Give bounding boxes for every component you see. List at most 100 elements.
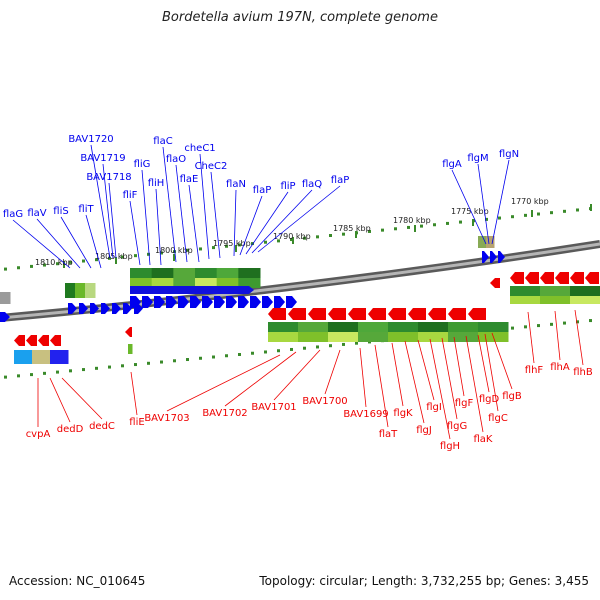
gene-label-reverse: flgD: [479, 394, 500, 405]
page-title: Bordetella avium 197N, complete genome: [162, 10, 438, 25]
gene-label-forward: flaG: [3, 209, 23, 220]
forward-gene-arrow: [226, 296, 237, 308]
reverse-gene-arrow: [368, 308, 386, 320]
scale-track-dot: [238, 352, 241, 356]
feature-block: [388, 322, 419, 332]
gene-label-reverse: flhA: [550, 362, 570, 373]
reverse-gene-arrow: [408, 308, 426, 320]
feature-block: [238, 268, 261, 278]
feature-block: [328, 322, 359, 332]
feature-block: [65, 283, 76, 298]
gene-label-forward: CheC2: [195, 161, 228, 172]
scale-track-dot: [342, 232, 345, 236]
scale-track-dot: [264, 350, 267, 354]
gene-leader-line: [245, 191, 289, 255]
gene-label-forward: cheC1: [184, 143, 215, 154]
gene-label-reverse: cvpA: [26, 429, 51, 440]
gene-label-reverse: flgH: [440, 441, 460, 452]
scale-track-dot: [550, 211, 553, 215]
scale-track-dot: [563, 209, 566, 213]
scale-track-dot: [43, 371, 46, 375]
scale-track-dot: [264, 240, 267, 244]
reverse-gene-arrow: [540, 272, 554, 284]
feature-block: [151, 278, 174, 288]
gene-label-forward: flaO: [166, 154, 186, 165]
gene-label-forward: fliF: [123, 190, 138, 201]
scale-track-dot: [511, 215, 514, 219]
gene-leader-line: [61, 377, 103, 420]
scale-track-dot: [238, 243, 241, 247]
gene-label-reverse: flgG: [447, 421, 467, 432]
scale-track-dot: [329, 234, 332, 238]
gene-leader-line: [484, 333, 499, 412]
gene-leader-line: [417, 339, 435, 401]
scale-track-dot: [537, 212, 540, 216]
gene-label-forward: BAV1720: [68, 134, 113, 145]
feature-block: [268, 332, 299, 342]
forward-gene-arrow: [142, 296, 153, 308]
forward-gene-arrow: [214, 296, 225, 308]
scale-track-dot: [498, 216, 501, 220]
scale-track-dot: [550, 322, 553, 326]
gene-label-forward: flaV: [27, 208, 46, 219]
feature-block: [570, 296, 600, 304]
scale-track-dot: [121, 364, 124, 368]
scale-track-dot: [459, 220, 462, 224]
gene-leader-line: [130, 371, 138, 416]
forward-gene-arrow: [498, 251, 505, 263]
scale-track-dot: [303, 346, 306, 350]
reverse-gene-arrow: [468, 308, 486, 320]
scale-track-dot: [160, 251, 163, 255]
scale-track-dot: [355, 341, 358, 345]
gene-leader-line: [441, 337, 458, 420]
gene-leader-line: [251, 189, 313, 254]
feature-block: [130, 268, 153, 278]
gene-label-forward: fliG: [134, 159, 151, 170]
feature-block: [298, 332, 329, 342]
gene-leader-line: [155, 188, 162, 266]
scale-track-dot: [56, 262, 59, 266]
gene-label-reverse: dedC: [89, 421, 115, 432]
scale-label: 1795 kbp: [213, 239, 251, 248]
forward-gene-arrow: [262, 296, 273, 308]
scale-track-dot: [589, 319, 592, 323]
gene-label-forward: fliT: [78, 204, 94, 215]
gene-leader-line: [554, 310, 561, 361]
scale-track-dot: [420, 224, 423, 228]
topology-label: Topology: circular; Length: 3,732,255 bp…: [259, 574, 589, 588]
scale-track-dot: [342, 342, 345, 346]
gene-label-forward: flaC: [153, 136, 172, 147]
gene-leader-line: [453, 336, 465, 397]
scale-track-dot: [576, 320, 579, 324]
gene-leader-line: [404, 340, 425, 424]
reverse-gene-arrow: [555, 272, 569, 284]
reverse-gene-arrow: [50, 335, 61, 346]
scale-track-dot: [563, 321, 566, 325]
scale-major-tick: [531, 210, 533, 217]
scale-major-tick: [235, 245, 237, 252]
forward-gene-arrow: [166, 296, 177, 308]
reverse-gene-arrow: [348, 308, 366, 320]
scale-track-dot: [225, 354, 228, 358]
gene-leader-line: [273, 349, 321, 401]
gene-label-forward: fliS: [53, 206, 68, 217]
scale-track-dot: [43, 263, 46, 267]
gene-label-forward: flgN: [499, 149, 519, 160]
scale-track-dot: [524, 213, 527, 217]
gene-leader-line: [175, 164, 188, 263]
forward-gene-arrow: [286, 296, 297, 308]
scale-track-dot: [186, 248, 189, 252]
forward-gene-arrow: [101, 303, 110, 314]
feature-block: [448, 332, 479, 342]
reverse-gene-arrow: [570, 272, 584, 284]
reverse-gene-arrow: [585, 272, 599, 284]
scale-track-dot: [290, 238, 293, 242]
scale-track-dot: [134, 254, 137, 258]
forward-gene-arrow: [274, 296, 285, 308]
forward-gene-arrow: [130, 286, 254, 294]
scale-track-dot: [95, 366, 98, 370]
gene-leader-line: [12, 219, 71, 269]
gene-label-forward: flaN: [226, 179, 246, 190]
gene-leader-line: [166, 354, 281, 412]
reverse-gene-arrow: [388, 308, 406, 320]
